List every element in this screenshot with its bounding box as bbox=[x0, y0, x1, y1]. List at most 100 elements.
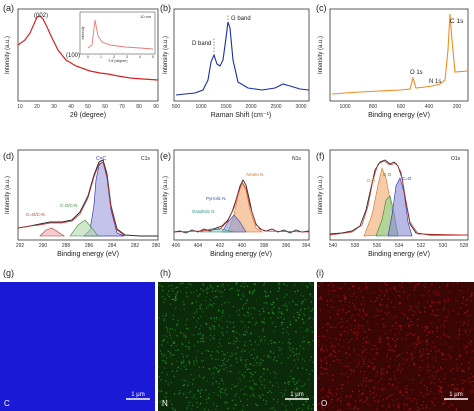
map-speckle bbox=[96, 368, 98, 370]
map-speckle bbox=[202, 377, 204, 380]
map-speckle bbox=[183, 384, 186, 386]
map-speckle bbox=[377, 402, 379, 404]
map-speckle bbox=[383, 326, 385, 328]
map-speckle bbox=[131, 320, 133, 322]
map-speckle bbox=[298, 407, 300, 409]
map-speckle bbox=[349, 368, 352, 371]
map-speckle bbox=[358, 328, 360, 330]
map-speckle bbox=[196, 361, 198, 363]
map-speckle bbox=[271, 311, 273, 313]
map-speckle bbox=[233, 343, 235, 345]
map-speckle bbox=[215, 296, 217, 298]
map-speckle bbox=[135, 285, 137, 287]
panel-e-pyrrolic-fit bbox=[221, 214, 247, 233]
map-speckle bbox=[335, 338, 337, 340]
map-speckle bbox=[240, 400, 242, 402]
map-speckle bbox=[30, 359, 32, 361]
map-speckle bbox=[444, 373, 446, 376]
map-speckle bbox=[96, 385, 98, 387]
map-speckle bbox=[2, 404, 4, 406]
map-speckle bbox=[60, 335, 63, 337]
map-speckle bbox=[208, 397, 210, 399]
map-speckle bbox=[25, 291, 27, 293]
map-speckle bbox=[398, 407, 400, 409]
map-speckle bbox=[431, 283, 433, 285]
map-speckle bbox=[26, 378, 28, 380]
map-speckle bbox=[362, 342, 365, 344]
map-speckle bbox=[363, 338, 365, 340]
map-speckle bbox=[389, 358, 392, 360]
map-speckle bbox=[434, 397, 436, 400]
map-speckle bbox=[46, 338, 48, 341]
map-speckle bbox=[192, 379, 194, 381]
map-speckle bbox=[354, 359, 356, 361]
map-speckle bbox=[68, 393, 70, 395]
map-speckle bbox=[283, 283, 285, 285]
map-speckle bbox=[128, 347, 131, 349]
map-speckle bbox=[209, 303, 211, 305]
map-speckle bbox=[174, 409, 176, 411]
map-speckle bbox=[421, 340, 424, 342]
map-speckle bbox=[241, 409, 244, 411]
map-speckle bbox=[374, 345, 376, 347]
map-speckle bbox=[254, 341, 256, 343]
map-speckle bbox=[413, 334, 416, 336]
map-speckle bbox=[5, 407, 8, 409]
map-speckle bbox=[260, 340, 262, 342]
map-speckle bbox=[397, 404, 399, 406]
map-speckle bbox=[388, 349, 390, 351]
map-speckle bbox=[53, 322, 55, 324]
map-speckle bbox=[123, 386, 125, 388]
panel-b-ylabel: Intensity (a.u.) bbox=[163, 36, 169, 74]
map-speckle bbox=[270, 339, 272, 341]
map-speckle bbox=[291, 404, 293, 406]
map-speckle bbox=[202, 366, 204, 368]
map-speckle bbox=[340, 373, 342, 375]
map-speckle bbox=[202, 338, 204, 340]
map-speckle bbox=[199, 328, 201, 330]
map-speckle bbox=[358, 390, 360, 392]
map-speckle bbox=[13, 284, 16, 286]
panel-b-xtick: 500 bbox=[172, 104, 181, 110]
map-speckle bbox=[463, 393, 465, 395]
map-speckle bbox=[311, 284, 313, 286]
map-speckle bbox=[165, 400, 167, 403]
map-speckle bbox=[318, 339, 320, 341]
map-speckle bbox=[330, 364, 332, 366]
map-speckle bbox=[161, 371, 163, 374]
map-speckle bbox=[280, 392, 282, 394]
map-speckle bbox=[407, 408, 409, 411]
map-speckle bbox=[36, 366, 38, 368]
map-speckle bbox=[262, 359, 264, 362]
map-speckle bbox=[67, 344, 69, 346]
map-speckle bbox=[186, 391, 188, 394]
map-speckle bbox=[405, 392, 408, 394]
map-speckle bbox=[440, 387, 442, 389]
map-speckle bbox=[130, 286, 132, 288]
map-speckle bbox=[54, 373, 56, 376]
map-speckle bbox=[219, 317, 222, 319]
map-speckle bbox=[118, 291, 120, 293]
map-speckle bbox=[209, 339, 211, 341]
map-speckle bbox=[470, 340, 472, 342]
map-speckle bbox=[201, 360, 203, 362]
map-speckle bbox=[33, 298, 35, 300]
map-speckle bbox=[133, 404, 135, 406]
map-speckle bbox=[179, 390, 181, 392]
map-speckle bbox=[164, 396, 166, 399]
map-speckle bbox=[388, 378, 390, 380]
map-speckle bbox=[169, 328, 171, 330]
map-speckle bbox=[278, 287, 280, 289]
map-speckle bbox=[71, 282, 73, 284]
map-speckle bbox=[265, 403, 267, 405]
panel-c-xtick: 400 bbox=[425, 104, 434, 110]
map-speckle bbox=[205, 322, 207, 325]
map-speckle bbox=[246, 398, 248, 401]
map-speckle bbox=[217, 371, 219, 373]
map-speckle bbox=[17, 345, 19, 348]
map-speckle bbox=[437, 385, 439, 387]
map-speckle bbox=[50, 387, 52, 389]
map-speckle bbox=[202, 311, 204, 313]
map-speckle bbox=[407, 297, 409, 299]
map-speckle bbox=[270, 351, 272, 353]
